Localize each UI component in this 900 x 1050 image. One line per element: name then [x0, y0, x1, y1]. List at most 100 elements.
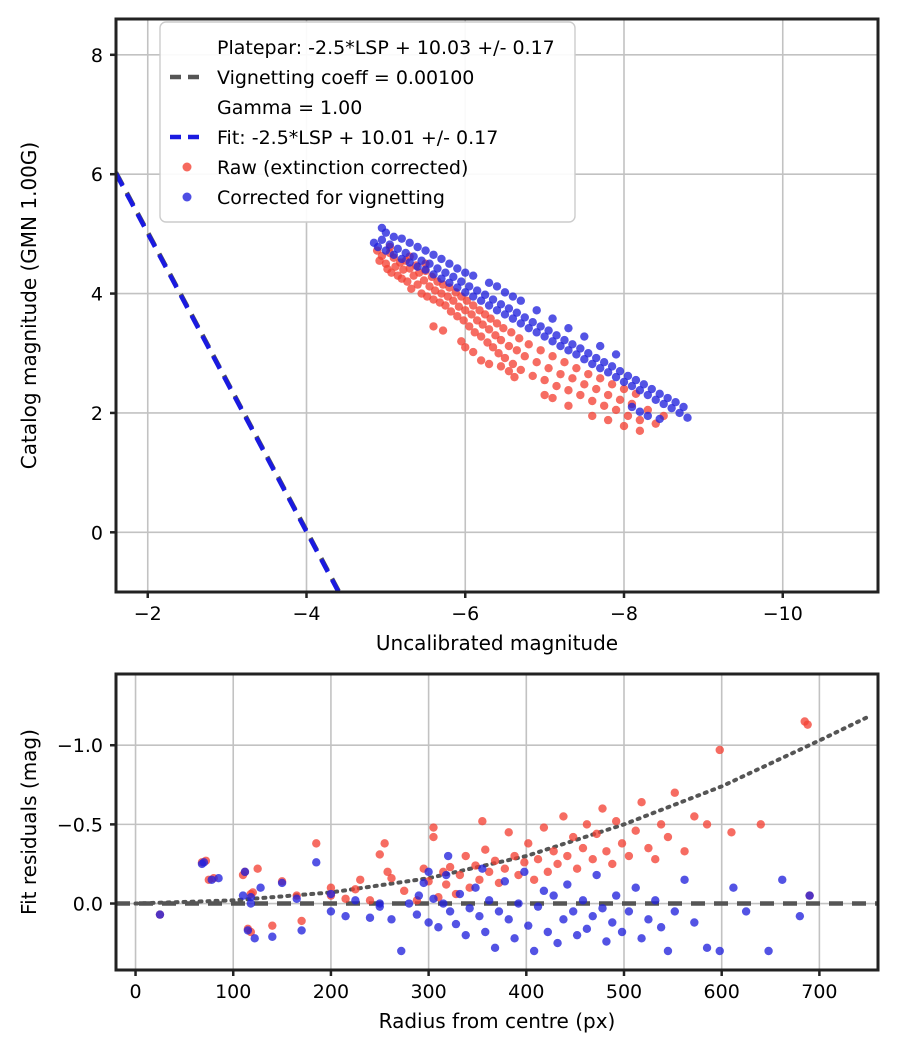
data-point	[453, 312, 462, 321]
data-layer	[116, 171, 692, 592]
data-point	[490, 943, 500, 953]
data-point	[380, 839, 389, 848]
y-tick-label: −1.0	[57, 735, 103, 757]
data-point	[383, 867, 392, 877]
data-point	[484, 301, 494, 310]
data-point	[516, 296, 526, 305]
data-point	[548, 337, 557, 346]
data-point	[532, 358, 541, 367]
data-point	[532, 328, 541, 337]
data-point	[413, 280, 422, 289]
data-point	[461, 343, 470, 352]
data-point	[549, 891, 558, 900]
data-point	[512, 308, 522, 317]
data-point	[643, 411, 653, 421]
data-point	[424, 918, 433, 927]
data-point	[578, 843, 588, 853]
data-point	[341, 894, 350, 903]
data-point	[524, 839, 533, 848]
data-point	[434, 923, 443, 932]
data-point	[405, 258, 414, 267]
data-point	[544, 326, 553, 335]
data-point	[351, 896, 360, 905]
x-tick-label: −2	[134, 603, 162, 625]
data-point	[508, 292, 518, 301]
data-point	[671, 397, 680, 407]
data-point	[500, 877, 510, 886]
data-point	[484, 867, 494, 877]
data-point	[643, 405, 653, 415]
data-point	[520, 352, 529, 361]
data-point	[462, 296, 472, 305]
data-point	[504, 915, 513, 924]
data-point	[524, 340, 533, 349]
data-point	[433, 264, 442, 273]
data-point	[588, 359, 597, 369]
data-point	[250, 934, 259, 943]
data-point	[599, 358, 609, 367]
data-point	[512, 346, 522, 355]
data-point	[504, 828, 513, 837]
data-point	[453, 283, 462, 292]
data-point	[238, 891, 248, 900]
data-point	[559, 812, 568, 821]
data-point	[385, 240, 395, 249]
data-point	[419, 878, 428, 888]
data-point	[457, 277, 466, 286]
data-point	[312, 858, 321, 867]
data-point	[536, 346, 545, 355]
data-point	[389, 232, 399, 242]
data-point	[381, 246, 391, 255]
data-point	[504, 366, 514, 376]
data-point	[516, 319, 526, 328]
data-point	[454, 302, 464, 311]
data-point	[500, 864, 510, 873]
data-point	[572, 350, 581, 359]
data-point	[623, 371, 633, 381]
trend-line	[133, 714, 871, 906]
data-point	[756, 820, 765, 829]
data-point	[471, 883, 480, 892]
data-point	[598, 904, 607, 913]
data-point	[438, 326, 448, 335]
data-point	[393, 244, 402, 253]
y-tick-label: 0	[91, 522, 103, 544]
data-point	[475, 875, 484, 884]
legend-label: Platepar: -2.5*LSP + 10.03 +/- 0.17	[217, 37, 555, 59]
data-point	[445, 278, 454, 288]
data-point	[603, 390, 613, 400]
data-point	[533, 855, 543, 864]
data-point	[442, 870, 451, 880]
data-point	[552, 381, 561, 391]
data-point	[481, 845, 490, 854]
data-point	[548, 314, 557, 323]
data-point	[572, 363, 581, 373]
data-point	[656, 820, 666, 829]
data-point	[564, 346, 573, 355]
axes-spine	[114, 672, 880, 972]
data-point	[465, 322, 474, 331]
data-point	[377, 235, 387, 245]
data-point	[563, 851, 572, 861]
data-point	[437, 289, 446, 298]
data-point	[656, 923, 666, 932]
data-point	[499, 323, 508, 333]
data-point	[624, 851, 634, 861]
data-point	[516, 365, 526, 375]
data-point	[663, 393, 672, 403]
data-point	[351, 885, 360, 894]
data-point	[429, 823, 438, 832]
data-point	[243, 926, 253, 935]
data-point	[387, 915, 396, 924]
data-point	[404, 899, 414, 908]
data-point	[445, 907, 455, 916]
data-point	[510, 372, 519, 382]
data-point	[421, 246, 430, 255]
data-point	[529, 875, 539, 884]
data-point	[492, 282, 502, 291]
data-point	[690, 918, 699, 927]
data-point	[603, 368, 613, 377]
data-point	[483, 338, 492, 347]
data-point	[637, 934, 646, 943]
data-point	[387, 873, 396, 883]
